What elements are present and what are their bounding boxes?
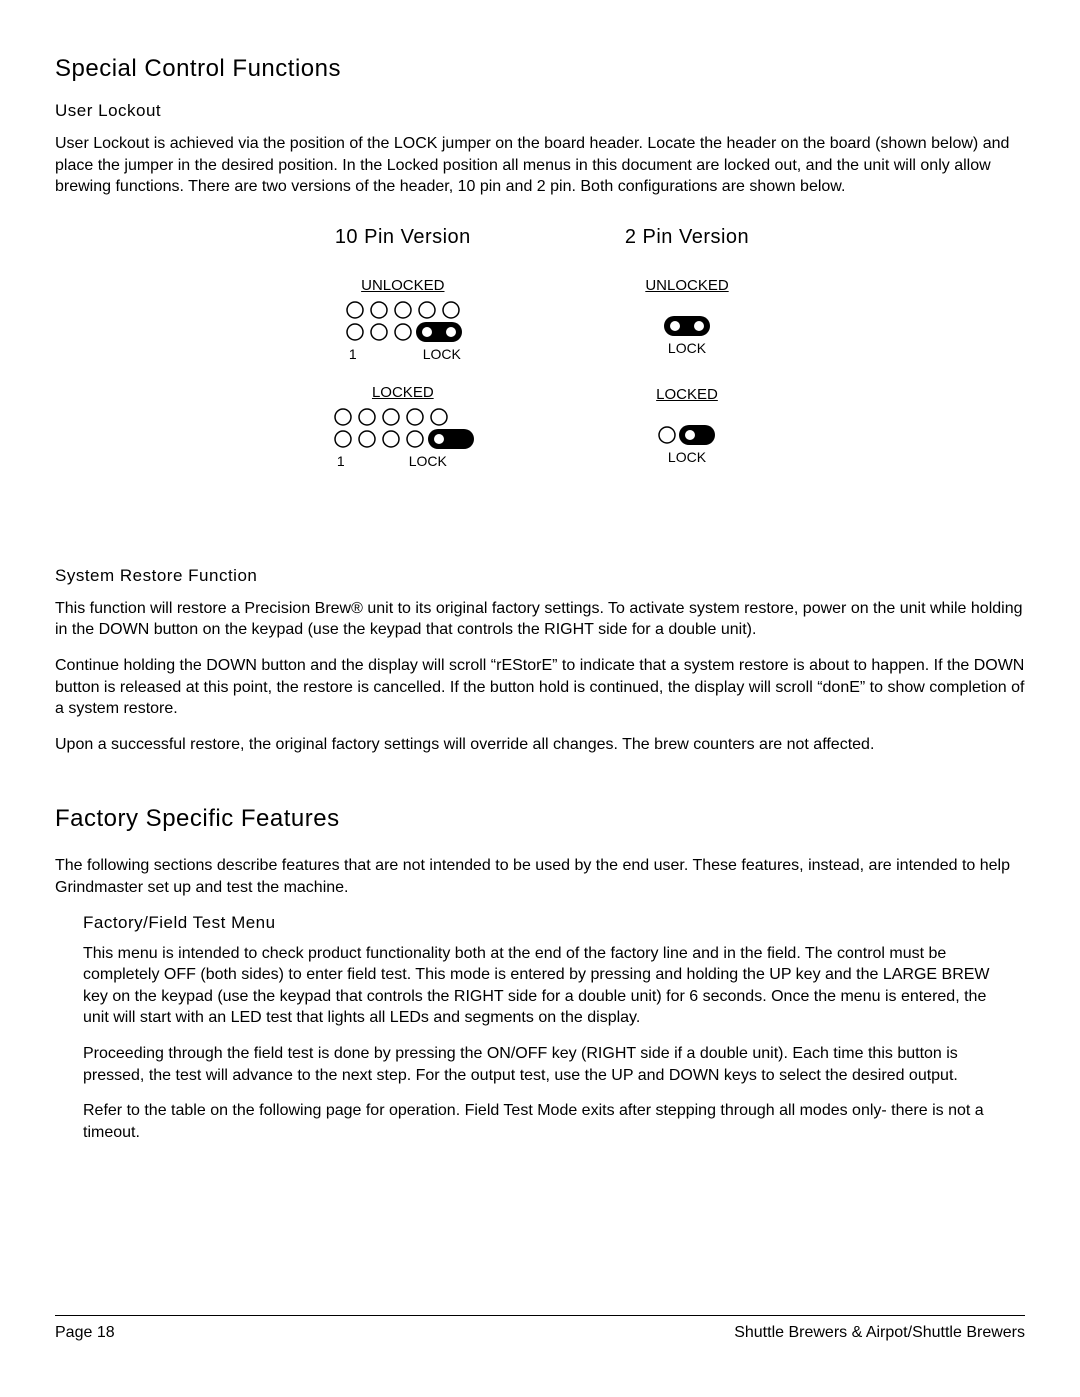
ten-pin-title: 10 Pin Version (335, 226, 471, 249)
page-footer: Page 18 Shuttle Brewers & Airpot/Shuttle… (55, 1315, 1025, 1342)
pin1-label: 1 (343, 346, 405, 362)
two-pin-unlocked-block: UNLOCKED LOCK (645, 277, 728, 356)
locked-label: LOCKED (372, 384, 434, 401)
two-pin-locked-diagram (657, 423, 717, 447)
doc-title: Shuttle Brewers & Airpot/Shuttle Brewers (734, 1324, 1025, 1342)
system-restore-p3: Upon a successful restore, the original … (55, 734, 1025, 756)
unlocked-label: UNLOCKED (645, 277, 728, 294)
factory-features-intro: The following sections describe features… (55, 855, 1025, 898)
ten-pin-unlocked-block: UNLOCKED 1 LOCK (343, 277, 463, 362)
field-test-p3: Refer to the table on the following page… (83, 1100, 1015, 1143)
pin1-label: 1 (331, 453, 392, 469)
ten-pin-unlocked-diagram (343, 300, 463, 344)
field-test-p1: This menu is intended to check product f… (83, 943, 1015, 1029)
diagram-row: 10 Pin Version UNLOCKED 1 (55, 226, 1025, 491)
page-title: Special Control Functions (55, 55, 1025, 83)
system-restore-heading: System Restore Function (55, 566, 1025, 586)
user-lockout-heading: User Lockout (55, 101, 1025, 121)
ten-pin-column: 10 Pin Version UNLOCKED 1 (331, 226, 475, 491)
locked-label: LOCKED (656, 386, 718, 403)
system-restore-p2: Continue holding the DOWN button and the… (55, 655, 1025, 720)
factory-features-heading: Factory Specific Features (55, 805, 1025, 833)
two-pin-locked-block: LOCKED LOCK (656, 386, 718, 465)
page-number: Page 18 (55, 1324, 115, 1342)
user-lockout-paragraph: User Lockout is achieved via the positio… (55, 133, 1025, 198)
lock-label: LOCK (405, 346, 463, 362)
lock-label: LOCK (657, 449, 717, 465)
field-test-heading: Factory/Field Test Menu (83, 913, 1015, 933)
field-test-p2: Proceeding through the field test is don… (83, 1043, 1015, 1086)
two-pin-title: 2 Pin Version (625, 226, 749, 249)
lock-label: LOCK (392, 453, 475, 469)
ten-pin-locked-block: LOCKED 1 LOCK (331, 384, 475, 469)
system-restore-p1: This function will restore a Precision B… (55, 598, 1025, 641)
two-pin-unlocked-diagram (662, 314, 712, 338)
lock-label: LOCK (662, 340, 712, 356)
unlocked-label: UNLOCKED (361, 277, 444, 294)
ten-pin-locked-diagram (331, 407, 475, 451)
two-pin-column: 2 Pin Version UNLOCKED LOCK LOCKED LOC (625, 226, 749, 491)
